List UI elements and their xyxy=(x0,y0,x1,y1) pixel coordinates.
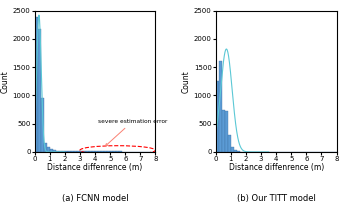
Bar xyxy=(231,147,234,152)
Bar xyxy=(74,151,77,152)
Bar xyxy=(228,135,231,152)
Bar xyxy=(59,151,62,152)
Bar xyxy=(95,151,98,152)
Text: severe estimation error: severe estimation error xyxy=(98,119,168,146)
Text: (b) Our TITT model: (b) Our TITT model xyxy=(237,194,316,203)
Bar xyxy=(41,98,44,152)
Bar xyxy=(98,151,101,152)
Y-axis label: Count: Count xyxy=(182,70,191,93)
Bar xyxy=(113,151,116,152)
Bar xyxy=(237,151,240,152)
Bar xyxy=(71,151,74,152)
Bar xyxy=(38,29,41,152)
Bar xyxy=(47,147,50,152)
Bar xyxy=(83,151,86,152)
Bar xyxy=(219,61,222,152)
Bar xyxy=(68,151,71,152)
Bar xyxy=(77,151,80,152)
Bar xyxy=(216,81,219,152)
Bar xyxy=(116,151,119,152)
Bar xyxy=(50,149,53,152)
Y-axis label: Count: Count xyxy=(1,70,10,93)
Bar xyxy=(234,150,237,152)
Bar xyxy=(225,111,228,152)
Bar xyxy=(53,150,56,152)
Bar xyxy=(119,151,122,152)
Bar xyxy=(101,151,104,152)
Bar xyxy=(35,17,38,152)
Text: (a) FCNN model: (a) FCNN model xyxy=(62,194,128,203)
Bar xyxy=(44,143,47,152)
Bar xyxy=(62,151,65,152)
X-axis label: Distance diffenrence (m): Distance diffenrence (m) xyxy=(229,164,324,172)
Bar xyxy=(86,151,89,152)
Bar xyxy=(222,110,225,152)
Bar xyxy=(89,151,92,152)
Bar xyxy=(80,151,83,152)
Bar xyxy=(65,151,68,152)
Bar xyxy=(107,151,110,152)
Bar xyxy=(104,151,107,152)
Bar xyxy=(110,151,113,152)
Bar xyxy=(56,150,59,152)
X-axis label: Distance diffenrence (m): Distance diffenrence (m) xyxy=(48,164,143,172)
Bar xyxy=(92,151,95,152)
